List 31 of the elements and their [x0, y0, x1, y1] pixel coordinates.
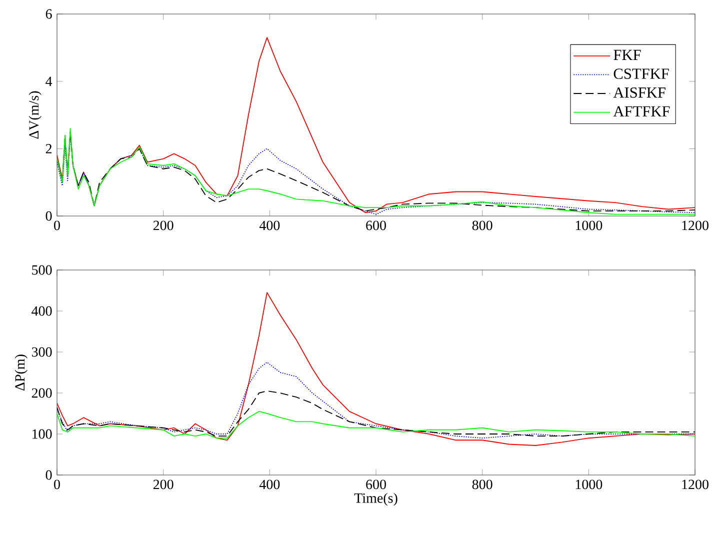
x-tick-label: 1000	[576, 220, 602, 230]
y-tick-label: 100	[32, 429, 52, 439]
y-tick-label: 2	[46, 144, 52, 154]
x-tick-label: 800	[472, 480, 492, 490]
x-tick-label: 0	[54, 220, 60, 230]
x-tick-label: 800	[472, 220, 492, 230]
x-tick-label: 600	[366, 480, 386, 490]
x-tick-label: 1200	[682, 480, 708, 490]
x-tick-label: 1000	[576, 480, 602, 490]
legend-label: CSTFKF	[614, 68, 669, 79]
y-tick-label: 4	[46, 76, 52, 86]
legend-label: AFTFKF	[613, 106, 670, 116]
y-tick-label: 300	[32, 347, 52, 357]
x-tick-label: 0	[54, 480, 60, 490]
y-tick-label: 0	[46, 211, 52, 221]
y-tick-label: 6	[46, 9, 52, 19]
y-axis-title: ΔV(m/s)	[28, 91, 42, 139]
legend-label: FKF	[614, 50, 641, 60]
x-tick-label: 400	[259, 480, 280, 490]
x-tick-label: 400	[259, 220, 280, 230]
x-tick-label: 200	[153, 480, 174, 490]
y-tick-label: 200	[32, 388, 52, 398]
x-tick-label: 1200	[682, 220, 708, 230]
y-axis-title: ΔP(m)	[14, 354, 28, 390]
y-tick-label: 500	[32, 265, 52, 275]
x-tick-label: 200	[153, 220, 174, 230]
x-tick-label: 600	[366, 220, 386, 230]
y-tick-label: 0	[46, 470, 52, 480]
y-tick-label: 400	[32, 306, 52, 316]
legend-label: AISFKF	[613, 87, 666, 98]
x-axis-title: Time(s)	[354, 492, 398, 506]
